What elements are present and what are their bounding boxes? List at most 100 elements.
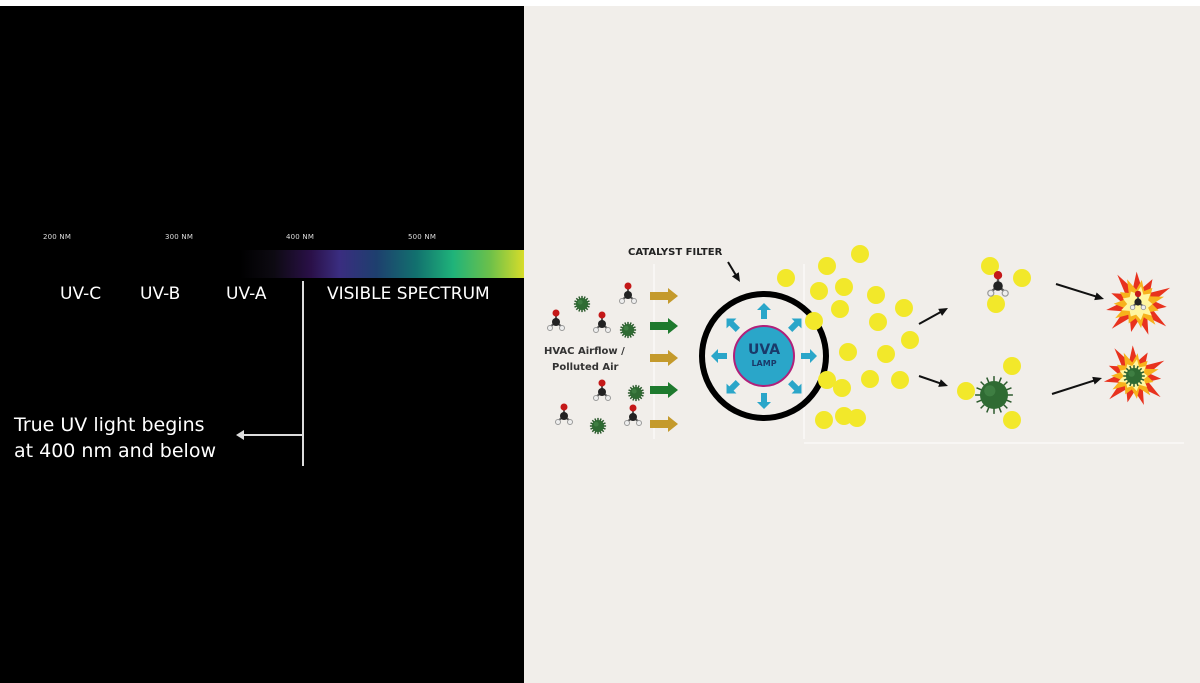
arrow-shape bbox=[650, 416, 678, 432]
arrow-shape bbox=[650, 318, 678, 334]
process-arrow-line bbox=[1051, 378, 1097, 395]
catalyst-filter-ring bbox=[699, 291, 829, 421]
virus-highlight bbox=[1128, 370, 1135, 377]
virus-icon bbox=[975, 376, 1013, 414]
tick-400nm: 400 NM bbox=[286, 233, 315, 241]
tick-200nm: 200 NM bbox=[43, 233, 72, 241]
ray-shape bbox=[757, 303, 771, 319]
virus-highlight bbox=[984, 385, 996, 397]
hydrogen-atom bbox=[1001, 289, 1009, 297]
virus-highlight bbox=[623, 325, 629, 331]
virus-body bbox=[630, 387, 642, 399]
uva-lamp bbox=[733, 325, 795, 387]
400nm-divider-line bbox=[302, 281, 304, 466]
carbon-atom bbox=[624, 291, 632, 299]
virus-icon bbox=[1123, 365, 1145, 387]
hydroxyl-radical-particle bbox=[835, 278, 853, 296]
airflow-arrow-icon bbox=[650, 416, 678, 432]
ray-shape bbox=[711, 349, 727, 363]
hydroxyl-radical-particle bbox=[1003, 411, 1021, 429]
formaldehyde-molecule-icon bbox=[555, 403, 573, 425]
hydroxyl-radical-particle bbox=[810, 282, 828, 300]
carbon-atom bbox=[560, 412, 568, 420]
virus-body bbox=[592, 420, 604, 432]
band-uva: UV-A bbox=[226, 284, 267, 304]
oxygen-atom bbox=[629, 404, 637, 412]
virus-icon bbox=[589, 417, 607, 435]
lamp-label-1: UVA bbox=[748, 342, 780, 358]
hydroxyl-radical-particle bbox=[891, 371, 909, 389]
carbon-atom bbox=[598, 388, 606, 396]
hydroxyl-radical-particle bbox=[1013, 269, 1031, 287]
formaldehyde-molecule-icon bbox=[987, 271, 1009, 297]
oxygen-atom bbox=[993, 271, 1003, 280]
oxygen-atom bbox=[1134, 290, 1142, 298]
process-arrow-head bbox=[1094, 292, 1104, 301]
hydrogen-atom bbox=[1140, 304, 1147, 311]
virus-icon bbox=[619, 321, 637, 339]
virus-body bbox=[1126, 368, 1142, 384]
hydroxyl-radical-particle bbox=[987, 295, 1005, 313]
hydroxyl-radical-particle bbox=[833, 379, 851, 397]
oxygen-atom bbox=[598, 311, 606, 319]
hydroxyl-radical-particle bbox=[867, 286, 885, 304]
uv-ray-arrow-icon bbox=[711, 349, 727, 363]
hydrogen-atom bbox=[987, 289, 995, 297]
hydroxyl-radical-particle bbox=[805, 312, 823, 330]
formaldehyde-molecule-icon bbox=[547, 309, 565, 331]
formaldehyde-molecule-icon bbox=[593, 311, 611, 333]
arrow-shape bbox=[650, 288, 678, 304]
airflow-label-2: Polluted Air bbox=[552, 362, 619, 373]
process-arrow-line bbox=[918, 375, 943, 385]
uv-ray-arrow-icon bbox=[788, 318, 802, 332]
ray-shape bbox=[788, 318, 802, 332]
hydroxyl-radical-particle bbox=[835, 407, 853, 425]
band-uvb: UV-B bbox=[140, 284, 181, 304]
airflow-arrow-icon bbox=[650, 288, 678, 304]
uv-note: True UV light begins at 400 nm and below bbox=[14, 412, 216, 464]
hydrogen-atom bbox=[1129, 304, 1136, 311]
hydrogen-atom bbox=[619, 298, 625, 304]
process-arrow-line bbox=[918, 310, 944, 325]
uv-ray-arrow-icon bbox=[726, 380, 740, 394]
airflow-arrow-icon bbox=[650, 318, 678, 334]
airflow-arrow-icon bbox=[650, 350, 678, 366]
ray-shape bbox=[788, 380, 802, 394]
hydroxyl-radical-particle bbox=[777, 269, 795, 287]
note-line-2: at 400 nm and below bbox=[14, 440, 217, 462]
hydroxyl-radical-particle bbox=[818, 371, 836, 389]
spectrum-gradient-bar bbox=[240, 250, 524, 278]
hydroxyl-radical-particle bbox=[831, 300, 849, 318]
carbon-atom bbox=[1134, 298, 1142, 306]
hydrogen-atom bbox=[555, 419, 561, 425]
arrow-shape bbox=[650, 382, 678, 398]
formaldehyde-molecule-icon bbox=[619, 282, 637, 304]
hydroxyl-radical-particle bbox=[895, 299, 913, 317]
oxygen-atom bbox=[560, 403, 568, 411]
band-visible: VISIBLE SPECTRUM bbox=[327, 284, 490, 304]
hydrogen-atom bbox=[559, 325, 565, 331]
ray-shape bbox=[726, 380, 740, 394]
airflow-arrow-icon bbox=[650, 382, 678, 398]
virus-icon bbox=[573, 295, 591, 313]
virus-highlight bbox=[593, 421, 599, 427]
tick-500nm: 500 NM bbox=[408, 233, 437, 241]
carbon-atom bbox=[629, 413, 637, 421]
process-arrow-head bbox=[1092, 376, 1102, 385]
ray-shape bbox=[757, 393, 771, 409]
note-line-1: True UV light begins bbox=[14, 414, 205, 436]
hydroxyl-radical-particle bbox=[851, 245, 869, 263]
process-arrow-head bbox=[938, 308, 948, 316]
hydroxyl-radical-particle bbox=[869, 313, 887, 331]
hydroxyl-radical-particle bbox=[1003, 357, 1021, 375]
uv-ray-arrow-icon bbox=[757, 393, 771, 409]
carbon-atom bbox=[552, 318, 560, 326]
lamp-label-2: LAMP bbox=[751, 359, 776, 368]
formaldehyde-molecule-icon bbox=[624, 404, 642, 426]
uv-ray-arrow-icon bbox=[757, 303, 771, 319]
process-arrow-head bbox=[731, 272, 740, 282]
hydrogen-atom bbox=[605, 327, 611, 333]
carbon-atom bbox=[993, 281, 1003, 291]
process-arrow-head bbox=[938, 379, 948, 387]
hydroxyl-radical-particle bbox=[818, 257, 836, 275]
